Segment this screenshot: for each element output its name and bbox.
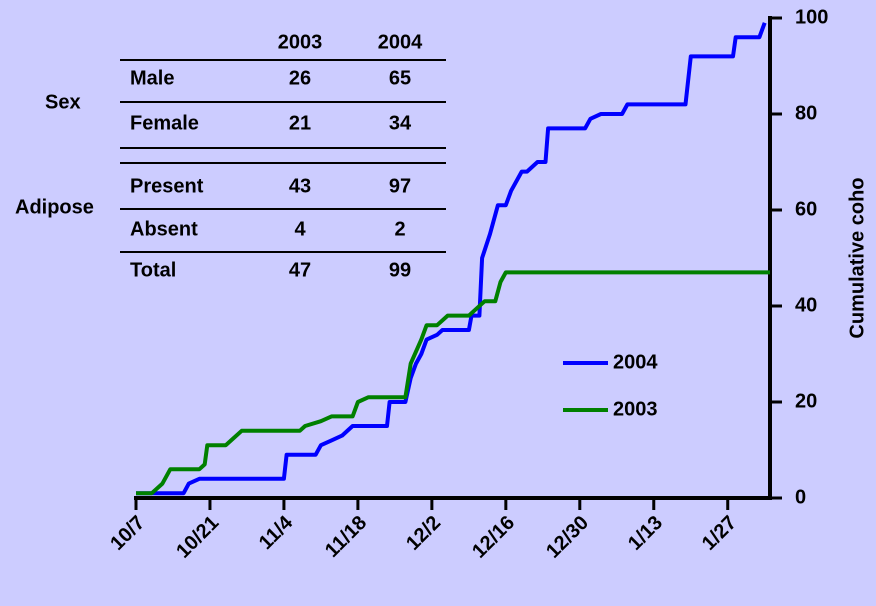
table-cell: 2 (394, 218, 405, 240)
table-cell: 43 (289, 175, 311, 197)
y-tick-label: 0 (795, 486, 806, 508)
table-header: 2004 (378, 31, 423, 53)
row-label: Total (130, 259, 176, 281)
row-label: Absent (130, 218, 198, 240)
table-header: 2003 (278, 31, 323, 53)
row-label: Male (130, 67, 174, 89)
table-cell: 34 (389, 112, 412, 134)
group-label: Sex (45, 91, 81, 113)
table-cell: 97 (389, 175, 411, 197)
y-tick-label: 100 (795, 6, 828, 28)
row-label: Present (130, 175, 204, 197)
table-cell: 65 (389, 67, 411, 89)
table-cell: 21 (289, 112, 311, 134)
series-line (136, 270, 770, 496)
table-cell: 99 (389, 259, 411, 281)
table-cell: 47 (289, 259, 311, 281)
y-axis-label: Cumulative coho (846, 177, 868, 338)
table-cell: 4 (294, 218, 306, 240)
table-cell: 26 (289, 67, 311, 89)
y-tick-label: 80 (795, 102, 817, 124)
group-label: Adipose (15, 196, 94, 218)
series-line (136, 22, 767, 496)
row-label: Female (130, 112, 199, 134)
legend-label: 2004 (613, 351, 658, 373)
legend-label: 2003 (613, 398, 658, 420)
y-tick-label: 40 (795, 294, 817, 316)
y-tick-label: 20 (795, 390, 817, 412)
y-tick-label: 60 (795, 198, 817, 220)
